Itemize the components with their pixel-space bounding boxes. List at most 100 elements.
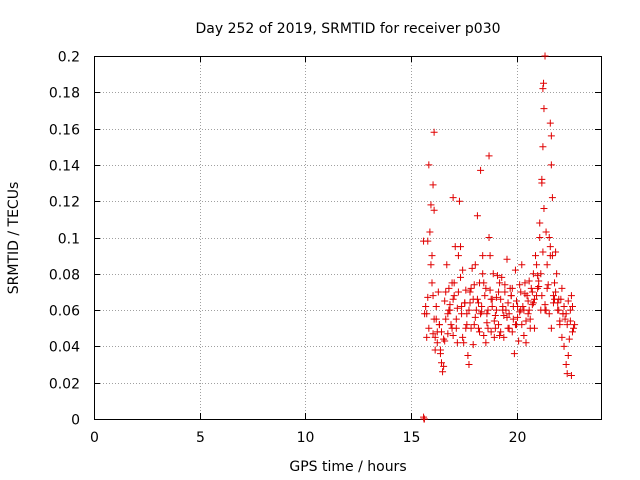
data-point (536, 234, 544, 241)
data-point (528, 301, 536, 309)
data-point (492, 306, 500, 314)
data-point (521, 279, 529, 287)
data-point (420, 415, 428, 423)
data-point (427, 261, 435, 269)
data-point (511, 266, 519, 274)
data-point (484, 306, 492, 314)
data-point (538, 292, 546, 300)
data-point (517, 288, 525, 296)
data-point (430, 128, 438, 136)
data-point (463, 321, 471, 329)
data-point (428, 279, 436, 287)
data-point (554, 306, 562, 314)
data-point (546, 243, 554, 251)
data-point (454, 288, 462, 296)
data-point (455, 197, 463, 205)
data-point (570, 324, 578, 332)
data-point (539, 85, 547, 93)
data-point (499, 302, 507, 310)
data-point (555, 295, 563, 303)
x-tick-label: 10 (297, 430, 315, 446)
data-point (546, 252, 554, 260)
data-point (459, 266, 467, 274)
data-point (490, 333, 498, 341)
data-point (529, 270, 537, 278)
data-point (533, 261, 541, 269)
data-point (429, 181, 437, 189)
data-point (458, 302, 466, 310)
data-point (454, 252, 462, 260)
data-point (444, 310, 452, 318)
data-point (552, 248, 560, 256)
data-point (423, 310, 431, 318)
data-point (534, 284, 542, 292)
data-point (502, 306, 510, 314)
data-point (505, 324, 513, 332)
data-point (480, 279, 488, 287)
data-point (457, 243, 465, 251)
data-point (422, 302, 430, 310)
data-point (501, 288, 509, 296)
data-point (439, 368, 447, 376)
data-point (541, 52, 549, 60)
data-point (483, 310, 491, 318)
tick-labels: 0 0.02 0.04 0.06 0.08 0.1 0.12 0.14 0.16 0.18 0.2 0… (49, 50, 527, 447)
data-point (509, 315, 517, 323)
data-point (461, 299, 469, 307)
data-point (478, 308, 486, 316)
data-point (470, 321, 478, 329)
data-point (479, 270, 487, 278)
data-point (470, 281, 478, 289)
data-point (487, 295, 495, 303)
data-point (484, 324, 492, 332)
data-point (492, 293, 500, 301)
data-point (459, 333, 467, 341)
data-point (477, 310, 485, 318)
data-point (540, 105, 548, 113)
data-point (515, 337, 523, 345)
data-point (432, 315, 440, 323)
data-point (539, 143, 547, 151)
data-point (496, 332, 504, 340)
data-point (440, 335, 448, 343)
data-point (556, 321, 564, 329)
data-point (469, 341, 477, 349)
data-point (465, 306, 473, 314)
data-point (561, 315, 569, 323)
data-point (442, 288, 450, 296)
data-point (428, 252, 436, 260)
data-point (471, 313, 479, 321)
data-point (513, 297, 520, 305)
data-point (425, 161, 433, 169)
y-tick-label: 0.04 (49, 340, 80, 356)
data-point (503, 255, 511, 263)
data-point (443, 261, 451, 269)
y-tick-label: 0.02 (49, 377, 80, 393)
data-point (559, 310, 567, 318)
data-point (462, 286, 470, 294)
data-point (424, 293, 432, 301)
data-point (485, 152, 493, 160)
data-point (548, 194, 556, 202)
data-point (471, 261, 479, 269)
data-point (566, 317, 574, 325)
data-point (527, 284, 535, 292)
y-tick-label: 0.06 (49, 304, 80, 320)
data-point (560, 302, 568, 310)
grid-lines (94, 56, 601, 419)
data-point (547, 324, 555, 332)
data-point (536, 219, 544, 227)
data-point (466, 288, 474, 296)
data-point (435, 321, 443, 329)
data-point (567, 371, 575, 379)
x-axis-label: GPS time / hours (289, 459, 406, 475)
data-point (537, 270, 545, 278)
data-point (444, 330, 452, 338)
data-point (441, 337, 449, 345)
data-point (483, 319, 491, 327)
data-point (520, 332, 528, 340)
data-point (543, 261, 551, 269)
data-point (486, 252, 494, 260)
